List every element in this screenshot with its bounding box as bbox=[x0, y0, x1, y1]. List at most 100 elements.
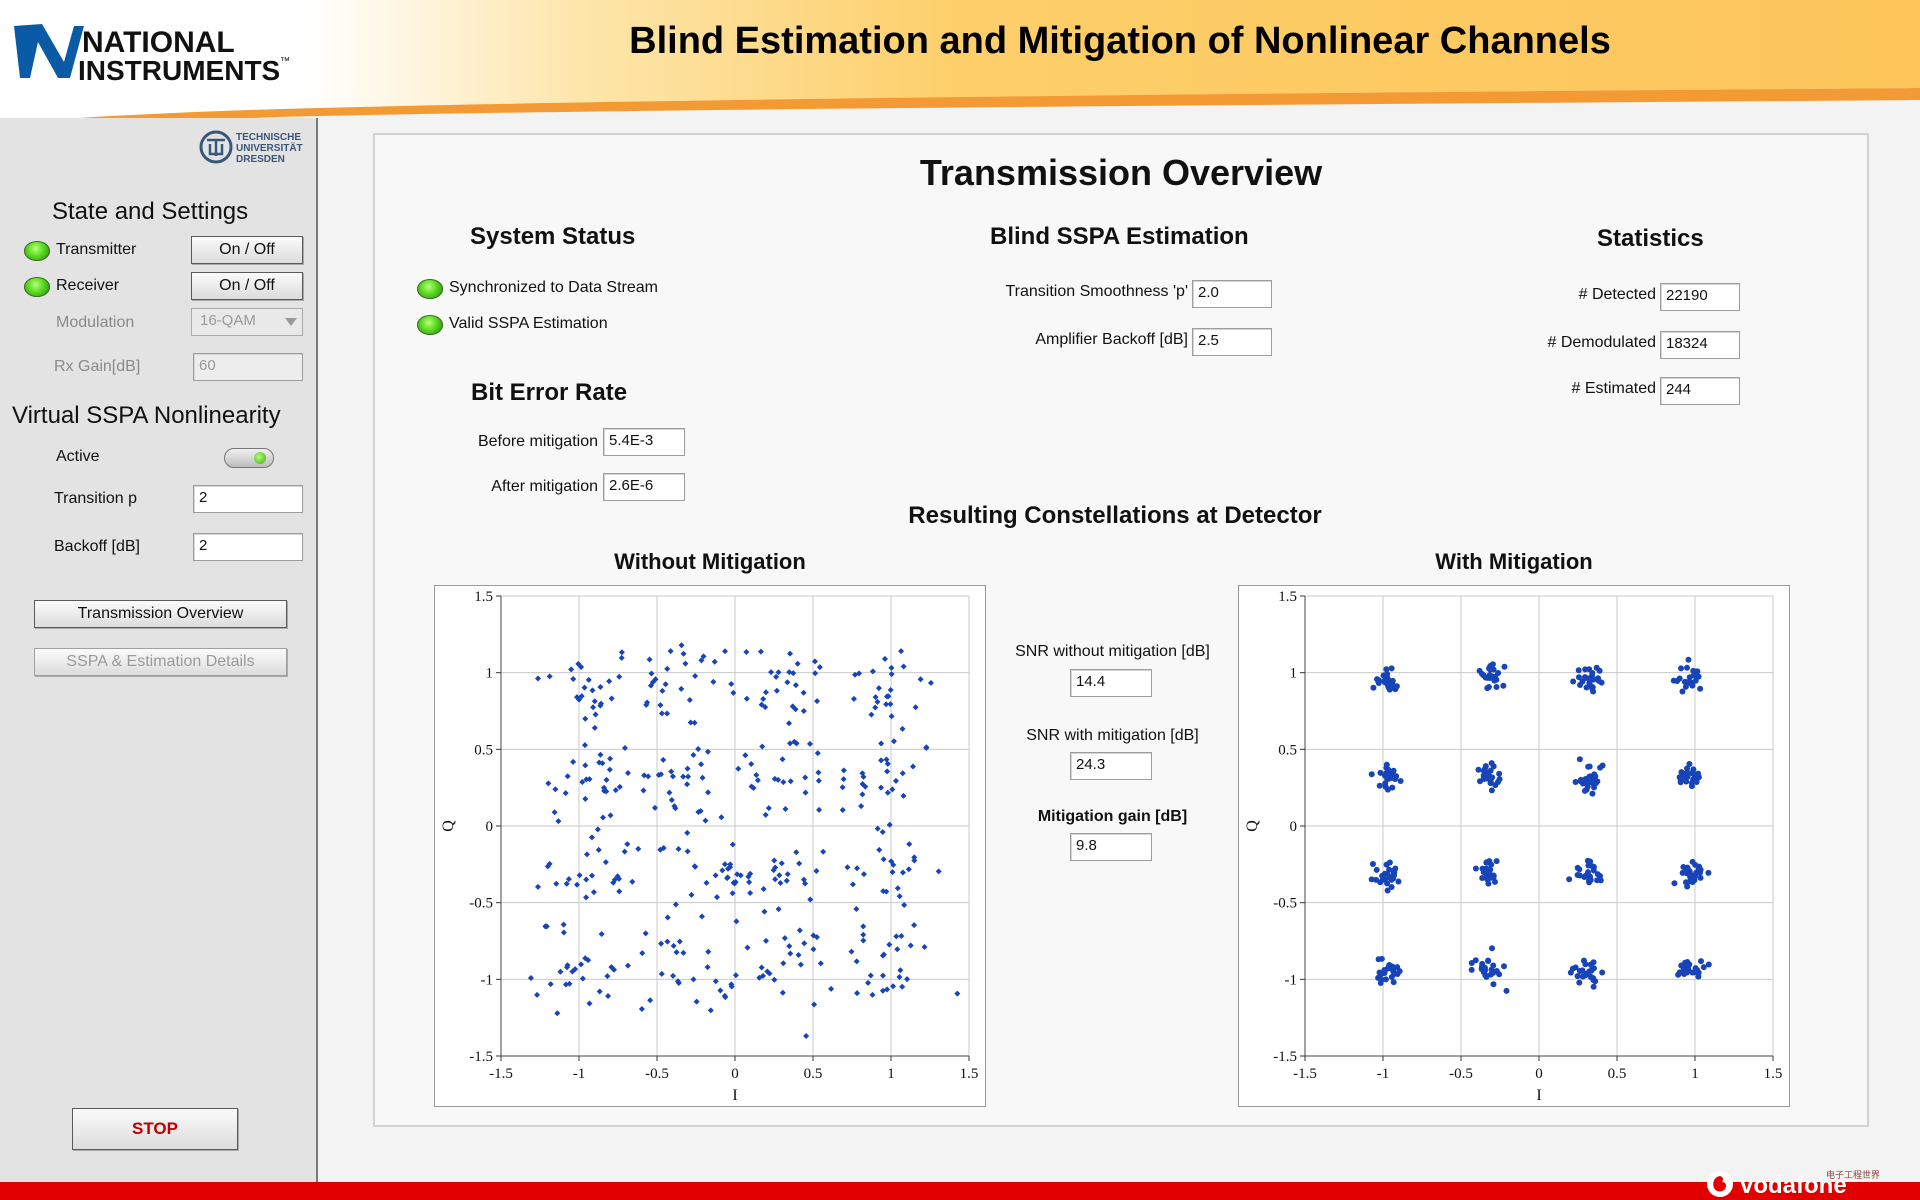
transmission-overview-button[interactable]: Transmission Overview bbox=[34, 600, 287, 628]
data-point bbox=[879, 952, 886, 959]
data-point bbox=[713, 894, 720, 901]
active-toggle[interactable] bbox=[224, 448, 274, 468]
data-point bbox=[1490, 981, 1497, 988]
data-point bbox=[591, 698, 598, 705]
sspa-estimation-details-button[interactable]: SSPA & Estimation Details bbox=[34, 648, 287, 676]
rx-gain-field[interactable]: 60 bbox=[193, 353, 303, 381]
data-point bbox=[568, 666, 575, 673]
data-point bbox=[616, 673, 623, 680]
data-point bbox=[730, 879, 737, 886]
ber-after-field[interactable]: 2.6E-6 bbox=[603, 473, 685, 501]
data-point bbox=[810, 932, 817, 939]
data-point bbox=[611, 876, 618, 883]
data-point bbox=[848, 948, 855, 955]
data-point bbox=[786, 943, 793, 950]
data-point bbox=[760, 696, 767, 703]
estimated-field[interactable]: 244 bbox=[1660, 377, 1740, 405]
data-point bbox=[639, 950, 646, 957]
data-point bbox=[729, 841, 736, 848]
data-point bbox=[899, 983, 906, 990]
data-point bbox=[1395, 878, 1402, 885]
data-point bbox=[796, 927, 803, 934]
data-point bbox=[597, 751, 604, 758]
detected-field[interactable]: 22190 bbox=[1660, 283, 1740, 311]
data-point bbox=[885, 693, 892, 700]
data-point bbox=[1383, 770, 1390, 777]
transition-p-field[interactable]: 2 bbox=[193, 485, 303, 513]
snr-without-label: SNR without mitigation [dB] bbox=[1015, 643, 1210, 660]
constellation-plot-with-mitigation: -1.5-1.5 -1 -1 -0.5 -0.5 0 0 0.5 0.5 1 1 1.5 1.5 I Q bbox=[1238, 585, 1790, 1107]
data-point bbox=[1495, 670, 1502, 677]
sync-label: Synchronized to Data Stream bbox=[449, 279, 658, 296]
data-point bbox=[839, 806, 846, 813]
data-point bbox=[1594, 778, 1601, 785]
data-point bbox=[582, 762, 589, 769]
mitigation-gain-field[interactable]: 9.8 bbox=[1070, 833, 1152, 861]
demodulated-field[interactable]: 18324 bbox=[1660, 331, 1740, 359]
data-point bbox=[854, 865, 861, 872]
data-point bbox=[1482, 763, 1489, 770]
data-point bbox=[560, 921, 567, 928]
modulation-select[interactable]: 16-QAM bbox=[191, 308, 303, 336]
data-point bbox=[840, 767, 847, 774]
receiver-toggle-button[interactable]: On / Off bbox=[191, 272, 303, 300]
data-point bbox=[889, 869, 896, 876]
data-point bbox=[699, 774, 706, 781]
data-point bbox=[888, 671, 895, 678]
data-point bbox=[828, 985, 835, 992]
data-point bbox=[800, 708, 807, 715]
data-point bbox=[700, 653, 707, 660]
tud-line2: UNIVERSITÄT bbox=[236, 141, 303, 154]
data-point bbox=[1693, 779, 1700, 786]
data-point bbox=[1682, 678, 1689, 685]
logo-line2: INSTRUMENTS bbox=[78, 55, 280, 86]
constellations-title: Resulting Constellations at Detector bbox=[908, 502, 1322, 529]
data-point bbox=[815, 769, 822, 776]
data-point bbox=[1670, 677, 1677, 684]
data-point bbox=[935, 868, 942, 875]
amp-backoff-field[interactable]: 2.5 bbox=[1192, 328, 1272, 356]
data-point bbox=[599, 760, 606, 767]
data-point bbox=[1567, 969, 1574, 976]
data-point bbox=[671, 803, 678, 810]
data-point bbox=[680, 650, 687, 657]
data-point bbox=[801, 940, 808, 947]
constellation-plot-without-mitigation: -1.5-1.5 -1 -1 -0.5 -0.5 0 0 0.5 0.5 1 1 1.5 1.5 I Q bbox=[434, 585, 986, 1107]
data-point bbox=[762, 704, 769, 711]
data-point bbox=[595, 846, 602, 853]
data-point bbox=[1486, 671, 1493, 678]
data-point bbox=[1373, 876, 1380, 883]
data-point bbox=[880, 972, 886, 979]
backoff-field[interactable]: 2 bbox=[193, 533, 303, 561]
tu-dresden-logo: TECHNISCHE UNIVERSITÄT DRESDEN bbox=[199, 130, 303, 165]
without-mitigation-title: Without Mitigation bbox=[614, 549, 806, 574]
data-point bbox=[621, 744, 628, 751]
data-point bbox=[545, 780, 552, 787]
data-point bbox=[718, 814, 725, 821]
data-point bbox=[563, 880, 570, 887]
snr-without-field[interactable]: 14.4 bbox=[1070, 669, 1152, 697]
data-point bbox=[1584, 857, 1591, 864]
data-point bbox=[817, 960, 824, 967]
transmitter-toggle-button[interactable]: On / Off bbox=[191, 236, 303, 264]
data-point bbox=[887, 701, 894, 708]
y-tick-label: -1 bbox=[1285, 972, 1298, 988]
data-point bbox=[784, 871, 791, 878]
data-point bbox=[564, 773, 571, 780]
smoothness-field[interactable]: 2.0 bbox=[1192, 280, 1272, 308]
stop-button[interactable]: STOP bbox=[72, 1108, 238, 1150]
data-point bbox=[535, 883, 542, 890]
y-tick-label: 1 bbox=[486, 666, 494, 682]
data-point bbox=[859, 770, 866, 777]
data-point bbox=[581, 684, 588, 691]
statistics-title: Statistics bbox=[1597, 225, 1704, 252]
ber-before-field[interactable]: 5.4E-3 bbox=[603, 428, 685, 456]
data-point bbox=[1586, 666, 1593, 673]
data-point bbox=[1689, 879, 1696, 886]
data-point bbox=[1488, 861, 1495, 868]
with-mitigation-title: With Mitigation bbox=[1435, 549, 1593, 574]
snr-with-field[interactable]: 24.3 bbox=[1070, 752, 1152, 780]
data-point bbox=[618, 649, 625, 656]
modulation-value: 16-QAM bbox=[200, 312, 256, 329]
data-point bbox=[1386, 859, 1393, 866]
